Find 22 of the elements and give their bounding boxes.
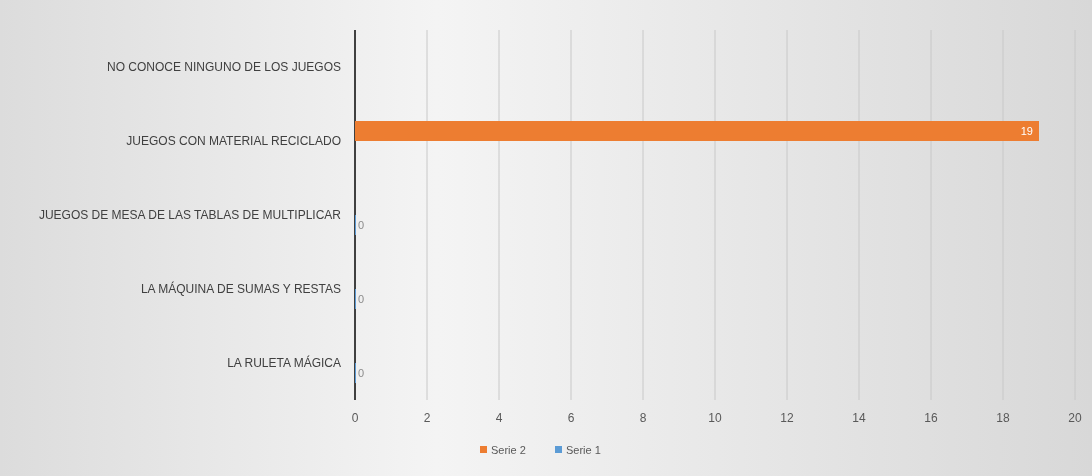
- data-label: 19: [1020, 125, 1033, 137]
- x-tick-label: 4: [495, 411, 503, 425]
- data-label: 0: [358, 367, 365, 379]
- y-tick-label: LA RULETA MÁGICA: [227, 355, 341, 370]
- legend-label: Serie 2: [491, 444, 526, 456]
- x-tick-label: 0: [351, 411, 359, 425]
- x-tick-label: 8: [639, 411, 647, 425]
- x-tick-label: 10: [708, 411, 722, 425]
- x-tick-label: 12: [780, 411, 794, 425]
- x-tick-label: 18: [996, 411, 1010, 425]
- y-tick-label: LA MÁQUINA DE SUMAS Y RESTAS: [140, 281, 341, 296]
- x-tick-label: 2: [423, 411, 431, 425]
- y-tick-label: JUEGOS CON MATERIAL RECICLADO: [126, 134, 341, 148]
- data-label: 0: [358, 219, 365, 231]
- x-tick-label: 14: [852, 411, 866, 425]
- x-tick-label: 16: [924, 411, 938, 425]
- y-tick-label: NO CONOCE NINGUNO DE LOS JUEGOS: [106, 60, 341, 74]
- legend-label: Serie 1: [566, 444, 601, 456]
- y-tick-label: JUEGOS DE MESA DE LAS TABLAS DE MULTIPLICAR: [38, 208, 342, 222]
- x-tick-label: 20: [1068, 411, 1082, 425]
- x-tick-label: 6: [567, 411, 575, 425]
- data-label: 0: [358, 293, 365, 305]
